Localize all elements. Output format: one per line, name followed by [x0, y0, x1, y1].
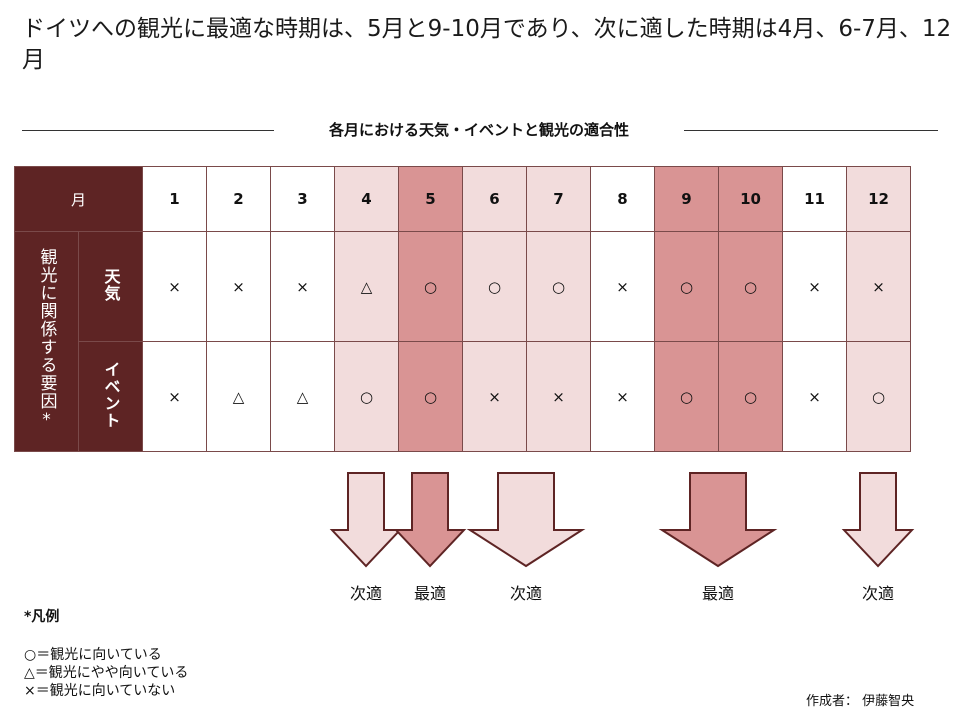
mark-cell: ○: [398, 341, 463, 452]
month-header-row: 月 1 2 3 4 5 6 7 8 9 10 11 12: [14, 166, 911, 232]
month-cell: 6: [462, 166, 527, 232]
mark-cell: △: [206, 341, 271, 452]
row-label-events: イベント: [101, 360, 121, 429]
month-cell: 1: [142, 166, 207, 232]
month-cell: 11: [782, 166, 847, 232]
mark-cell: ×: [462, 341, 527, 452]
month-cell: 9: [654, 166, 719, 232]
factor-group-cell: 観光に関係する要因*: [14, 231, 79, 452]
down-arrow-next: [466, 472, 586, 568]
down-arrow-best: [658, 472, 778, 568]
mark-cell: ×: [590, 341, 655, 452]
mark-cell: △: [270, 341, 335, 452]
month-cell: 7: [526, 166, 591, 232]
suitability-table: 月 1 2 3 4 5 6 7 8 9 10 11 12 観光に関係する要因* 天気 × × × △ ○ ○ ○ ×…: [14, 166, 911, 452]
mark-cell: ○: [846, 341, 911, 452]
mark-cell: ×: [526, 341, 591, 452]
month-cell: 2: [206, 166, 271, 232]
legend-title: *凡例: [24, 609, 60, 625]
month-header-cell: 月: [14, 166, 143, 232]
mark-cell: ×: [846, 231, 911, 342]
mark-cell: ○: [654, 341, 719, 452]
down-arrow-best: [393, 472, 467, 568]
legend-item-fair: △＝観光にやや向いている: [24, 665, 189, 681]
page-title: ドイツへの観光に最適な時期は、5月と9-10月であり、次に適した時期は4月、6-…: [22, 16, 952, 73]
mark-cell: ○: [398, 231, 463, 342]
legend-item-poor: ×＝観光に向いていない: [24, 683, 176, 699]
divider-right: [684, 130, 938, 131]
month-cell: 10: [718, 166, 783, 232]
mark-cell: ×: [142, 231, 207, 342]
row-label-cell-events: イベント: [78, 341, 143, 452]
factor-group-label: 観光に関係する要因*: [36, 248, 57, 431]
row-label-weather: 天気: [101, 267, 121, 302]
mark-cell: ×: [142, 341, 207, 452]
row-label-cell-weather: 天気: [78, 231, 143, 342]
table-row-weather: 観光に関係する要因* 天気 × × × △ ○ ○ ○ × ○ ○ × ×: [14, 231, 911, 452]
month-cell: 8: [590, 166, 655, 232]
month-cell: 12: [846, 166, 911, 232]
author-credit: 作成者： 伊藤智央: [806, 694, 915, 709]
table-row-events: イベント × △ △ ○ ○ × × × ○ ○ × ○: [15, 341, 911, 452]
mark-cell: ○: [718, 341, 783, 452]
arrow-label-next: 次適: [349, 584, 382, 603]
month-cell: 3: [270, 166, 335, 232]
mark-cell: ○: [654, 231, 719, 342]
mark-cell: ×: [206, 231, 271, 342]
mark-cell: ×: [782, 341, 847, 452]
arrow-label-next: 次適: [861, 584, 894, 603]
arrow-label-next: 次適: [509, 584, 542, 603]
legend-item-good: ○＝観光に向いている: [24, 647, 162, 663]
mark-cell: ×: [270, 231, 335, 342]
down-arrow-next: [329, 472, 403, 568]
arrow-label-best: 最適: [413, 584, 446, 603]
mark-cell: ○: [526, 231, 591, 342]
divider-left: [22, 130, 274, 131]
down-arrow-next: [841, 472, 915, 568]
table-subtitle-row: 各月における天気・イベントと観光の適合性: [22, 118, 938, 142]
arrow-label-best: 最適: [701, 584, 734, 603]
mark-cell: △: [334, 231, 399, 342]
mark-cell: ×: [782, 231, 847, 342]
month-cell: 4: [334, 166, 399, 232]
table-subtitle: 各月における天気・イベントと観光の適合性: [328, 121, 629, 139]
mark-cell: ×: [590, 231, 655, 342]
